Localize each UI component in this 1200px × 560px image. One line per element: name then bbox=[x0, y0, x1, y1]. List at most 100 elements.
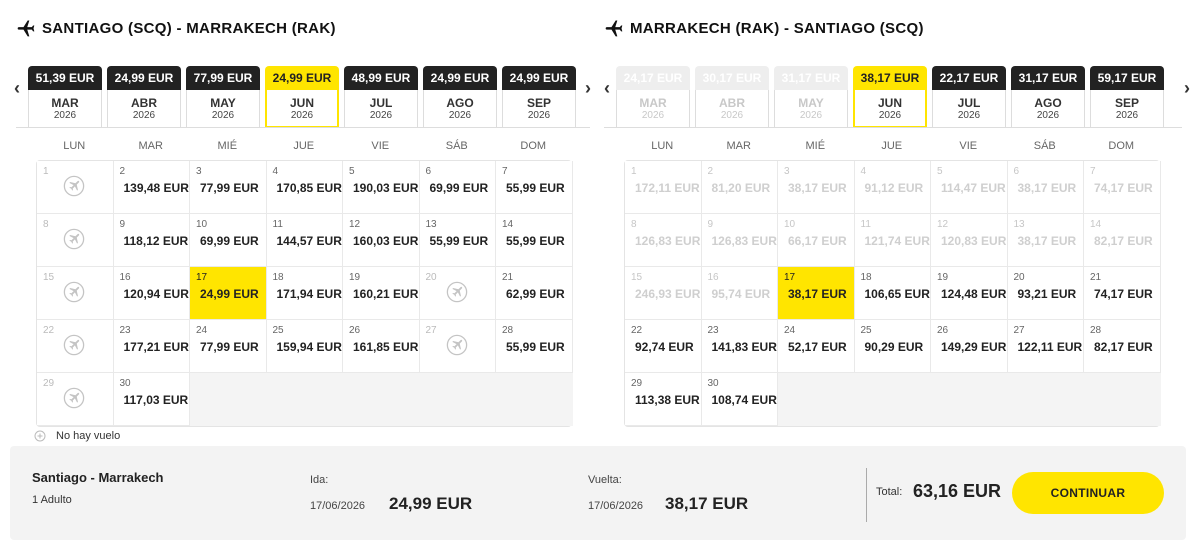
calendar-empty-cell bbox=[419, 373, 496, 426]
calendar-day-25[interactable]: 25 90,29 EUR bbox=[854, 320, 931, 373]
month-tab-label: JUN 2026 bbox=[265, 90, 339, 128]
day-price: 159,94 EUR bbox=[276, 340, 342, 354]
day-number: 23 bbox=[119, 325, 131, 336]
calendar-day-7[interactable]: 7 55,99 EUR bbox=[496, 161, 573, 214]
day-price: 77,99 EUR bbox=[200, 340, 259, 354]
day-number: 14 bbox=[1090, 219, 1102, 230]
month-tab-jun[interactable]: 38,17 EUR JUN 2026 bbox=[853, 66, 927, 128]
calendar-day-18[interactable]: 18 171,94 EUR bbox=[266, 267, 343, 320]
summary-divider bbox=[866, 468, 867, 522]
outbound-weekday-header: LUN MAR MIÉ JUE VIE SÁB DOM bbox=[36, 140, 572, 152]
summary-passengers: 1 Adulto bbox=[32, 494, 72, 506]
outbound-next-month-arrow[interactable]: › bbox=[581, 78, 595, 98]
continue-button[interactable]: CONTINUAR bbox=[1012, 472, 1164, 514]
month-tab-price: 38,17 EUR bbox=[853, 66, 927, 90]
calendar-day-14[interactable]: 14 55,99 EUR bbox=[496, 214, 573, 267]
day-number: 27 bbox=[1013, 325, 1025, 336]
calendar-day-5[interactable]: 5 190,03 EUR bbox=[343, 161, 420, 214]
no-flight-plane-icon bbox=[63, 281, 85, 303]
calendar-empty-cell bbox=[266, 373, 343, 426]
calendar-day-30[interactable]: 30 108,74 EUR bbox=[701, 373, 778, 426]
calendar-day-12[interactable]: 12 160,03 EUR bbox=[343, 214, 420, 267]
calendar-day-13[interactable]: 13 55,99 EUR bbox=[419, 214, 496, 267]
no-flight-legend-icon bbox=[34, 430, 46, 442]
day-price: 108,74 EUR bbox=[711, 393, 777, 407]
day-price: 106,65 EUR bbox=[864, 287, 930, 301]
month-tab-label: SEP 2026 bbox=[1090, 90, 1164, 128]
month-tab-sep[interactable]: 59,17 EUR SEP 2026 bbox=[1090, 66, 1164, 128]
calendar-day-29[interactable]: 29 113,38 EUR bbox=[625, 373, 702, 426]
month-tab-price: 31,17 EUR bbox=[1011, 66, 1085, 90]
day-number: 13 bbox=[425, 219, 437, 230]
calendar-day-19[interactable]: 19 160,21 EUR bbox=[343, 267, 420, 320]
calendar-day-24[interactable]: 24 52,17 EUR bbox=[778, 320, 855, 373]
day-number: 7 bbox=[1090, 166, 1096, 177]
month-tab-abr[interactable]: 30,17 EUR ABR 2026 bbox=[695, 66, 769, 128]
month-tab-label: MAR 2026 bbox=[616, 90, 690, 128]
calendar-day-30[interactable]: 30 117,03 EUR bbox=[113, 373, 190, 426]
calendar-day-6[interactable]: 6 69,99 EUR bbox=[419, 161, 496, 214]
calendar-day-27[interactable]: 27 122,11 EUR bbox=[1007, 320, 1084, 373]
month-tab-label: MAY 2026 bbox=[774, 90, 848, 128]
calendar-day-26[interactable]: 26 161,85 EUR bbox=[343, 320, 420, 373]
calendar-day-19[interactable]: 19 124,48 EUR bbox=[931, 267, 1008, 320]
calendar-day-17[interactable]: 17 24,99 EUR bbox=[190, 267, 267, 320]
month-name: JUN bbox=[289, 95, 314, 110]
calendar-day-10[interactable]: 10 69,99 EUR bbox=[190, 214, 267, 267]
month-tab-sep[interactable]: 24,99 EUR SEP 2026 bbox=[502, 66, 576, 128]
calendar-day-23[interactable]: 23 177,21 EUR bbox=[113, 320, 190, 373]
month-tab-jun[interactable]: 24,99 EUR JUN 2026 bbox=[265, 66, 339, 128]
calendar-day-4[interactable]: 4 170,85 EUR bbox=[266, 161, 343, 214]
calendar-day-28[interactable]: 28 55,99 EUR bbox=[496, 320, 573, 373]
calendar-day-22[interactable]: 22 92,74 EUR bbox=[625, 320, 702, 373]
day-price: 95,74 EUR bbox=[711, 287, 771, 301]
month-tab-jul[interactable]: 48,99 EUR JUL 2026 bbox=[344, 66, 418, 128]
calendar-day-2: 2 81,20 EUR bbox=[701, 161, 778, 214]
day-price: 77,99 EUR bbox=[200, 181, 259, 195]
day-number: 8 bbox=[631, 219, 637, 230]
month-year: 2026 bbox=[641, 110, 665, 121]
weekday-label: SÁB bbox=[445, 140, 468, 152]
month-tab-mar[interactable]: 24,17 EUR MAR 2026 bbox=[616, 66, 690, 128]
day-price: 81,20 EUR bbox=[711, 181, 771, 195]
calendar-day-15: 15 bbox=[37, 267, 114, 320]
calendar-day-2[interactable]: 2 139,48 EUR bbox=[113, 161, 190, 214]
calendar-day-21[interactable]: 21 62,99 EUR bbox=[496, 267, 573, 320]
day-price: 246,93 EUR bbox=[635, 287, 701, 301]
weekday-label: SÁB bbox=[1033, 140, 1056, 152]
month-year: 2026 bbox=[878, 109, 902, 121]
summary-route: Santiago - Marrakech bbox=[32, 470, 164, 485]
inbound-prev-month-arrow[interactable]: ‹ bbox=[600, 78, 614, 98]
day-price: 24,99 EUR bbox=[200, 287, 259, 301]
month-tab-ago[interactable]: 31,17 EUR AGO 2026 bbox=[1011, 66, 1085, 128]
calendar-day-23[interactable]: 23 141,83 EUR bbox=[701, 320, 778, 373]
day-price: 69,99 EUR bbox=[429, 181, 489, 195]
calendar-day-28[interactable]: 28 82,17 EUR bbox=[1084, 320, 1161, 373]
day-number: 10 bbox=[784, 219, 796, 230]
month-tab-price: 51,39 EUR bbox=[28, 66, 102, 90]
month-tab-ago[interactable]: 24,99 EUR AGO 2026 bbox=[423, 66, 497, 128]
calendar-day-3[interactable]: 3 77,99 EUR bbox=[190, 161, 267, 214]
day-number: 3 bbox=[784, 166, 790, 177]
calendar-day-9[interactable]: 9 118,12 EUR bbox=[113, 214, 190, 267]
calendar-day-26[interactable]: 26 149,29 EUR bbox=[931, 320, 1008, 373]
outbound-prev-month-arrow[interactable]: ‹ bbox=[10, 78, 24, 98]
month-tab-abr[interactable]: 24,99 EUR ABR 2026 bbox=[107, 66, 181, 128]
calendar-day-17[interactable]: 17 38,17 EUR bbox=[778, 267, 855, 320]
day-price: 55,99 EUR bbox=[506, 340, 565, 354]
day-price: 93,21 EUR bbox=[1017, 287, 1077, 301]
calendar-day-24[interactable]: 24 77,99 EUR bbox=[190, 320, 267, 373]
month-tab-may[interactable]: 77,99 EUR MAY 2026 bbox=[186, 66, 260, 128]
calendar-day-16[interactable]: 16 120,94 EUR bbox=[113, 267, 190, 320]
inbound-next-month-arrow[interactable]: › bbox=[1180, 78, 1194, 98]
month-tab-may[interactable]: 31,17 EUR MAY 2026 bbox=[774, 66, 848, 128]
day-number: 29 bbox=[43, 378, 55, 389]
month-tab-jul[interactable]: 22,17 EUR JUL 2026 bbox=[932, 66, 1006, 128]
calendar-day-21[interactable]: 21 74,17 EUR bbox=[1084, 267, 1161, 320]
calendar-day-11[interactable]: 11 144,57 EUR bbox=[266, 214, 343, 267]
calendar-empty-cell bbox=[854, 373, 931, 426]
calendar-day-25[interactable]: 25 159,94 EUR bbox=[266, 320, 343, 373]
calendar-day-18[interactable]: 18 106,65 EUR bbox=[854, 267, 931, 320]
month-tab-mar[interactable]: 51,39 EUR MAR 2026 bbox=[28, 66, 102, 128]
calendar-day-20[interactable]: 20 93,21 EUR bbox=[1007, 267, 1084, 320]
